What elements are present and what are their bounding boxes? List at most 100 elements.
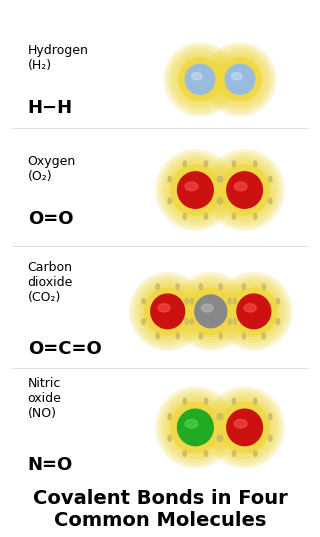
Circle shape [217,436,220,441]
Ellipse shape [161,155,230,225]
Ellipse shape [174,53,226,106]
Ellipse shape [231,72,242,80]
Ellipse shape [223,280,284,343]
Ellipse shape [218,162,272,217]
Ellipse shape [161,392,230,462]
Ellipse shape [210,392,279,462]
Ellipse shape [210,155,279,225]
Circle shape [199,333,203,339]
Ellipse shape [226,283,282,340]
Ellipse shape [204,43,276,116]
Circle shape [199,284,203,289]
Ellipse shape [205,150,284,230]
Ellipse shape [167,45,233,113]
Circle shape [268,176,272,182]
Text: Oxygen
(O₂): Oxygen (O₂) [28,155,76,183]
Circle shape [232,451,236,456]
Ellipse shape [185,182,198,191]
Ellipse shape [164,157,228,223]
Ellipse shape [171,402,220,453]
Ellipse shape [164,43,236,116]
Circle shape [176,284,180,289]
Circle shape [156,284,159,289]
Ellipse shape [218,400,272,455]
Ellipse shape [173,273,249,350]
Ellipse shape [231,288,277,335]
Circle shape [168,176,172,182]
Ellipse shape [215,397,274,458]
Ellipse shape [221,278,287,345]
Text: Covalent Bonds in Four
Common Molecules: Covalent Bonds in Four Common Molecules [33,489,287,529]
Circle shape [183,161,187,166]
Circle shape [262,284,266,289]
Circle shape [276,318,280,324]
Ellipse shape [244,304,256,312]
Ellipse shape [212,157,276,223]
Ellipse shape [178,172,213,208]
Circle shape [190,298,194,304]
Ellipse shape [166,160,225,220]
Ellipse shape [212,395,276,460]
Ellipse shape [158,390,232,465]
Circle shape [253,213,257,219]
Circle shape [268,413,272,419]
Ellipse shape [214,53,266,106]
Circle shape [232,213,236,219]
Circle shape [183,398,187,404]
Circle shape [220,176,223,182]
Ellipse shape [137,280,198,343]
Circle shape [253,451,257,456]
Circle shape [276,298,280,304]
Text: O=C=O: O=C=O [28,340,101,358]
Ellipse shape [175,275,246,347]
Circle shape [253,161,257,166]
Ellipse shape [168,162,222,217]
Ellipse shape [169,48,231,111]
Ellipse shape [220,165,269,215]
Circle shape [233,318,236,324]
Ellipse shape [180,280,241,343]
Ellipse shape [207,45,273,113]
Ellipse shape [142,285,193,337]
Ellipse shape [216,273,292,350]
Ellipse shape [219,275,289,347]
Ellipse shape [208,390,282,465]
Circle shape [268,436,272,441]
Circle shape [219,284,222,289]
Ellipse shape [156,387,235,468]
Circle shape [183,213,187,219]
Ellipse shape [217,55,263,103]
Ellipse shape [183,283,239,340]
Ellipse shape [205,387,284,468]
Circle shape [232,161,236,166]
Circle shape [156,333,159,339]
Ellipse shape [158,153,232,228]
Circle shape [220,198,223,204]
Circle shape [233,298,236,304]
Circle shape [185,298,188,304]
Ellipse shape [237,294,271,329]
Circle shape [204,213,208,219]
Text: N=O: N=O [28,456,73,474]
Ellipse shape [166,397,225,458]
Circle shape [183,451,187,456]
Circle shape [190,318,194,324]
Ellipse shape [140,283,196,340]
Circle shape [268,198,272,204]
Ellipse shape [168,400,222,455]
Ellipse shape [158,304,170,312]
Ellipse shape [185,419,198,428]
Circle shape [217,413,220,419]
Ellipse shape [202,304,213,312]
Ellipse shape [188,288,234,335]
Ellipse shape [151,294,185,329]
Circle shape [168,436,172,441]
Circle shape [242,284,245,289]
Ellipse shape [156,150,235,230]
Ellipse shape [212,50,268,108]
Circle shape [262,333,266,339]
Ellipse shape [191,72,202,80]
Circle shape [242,333,245,339]
Ellipse shape [179,58,221,100]
Text: Carbon
dioxide
(CO₂): Carbon dioxide (CO₂) [28,261,73,304]
